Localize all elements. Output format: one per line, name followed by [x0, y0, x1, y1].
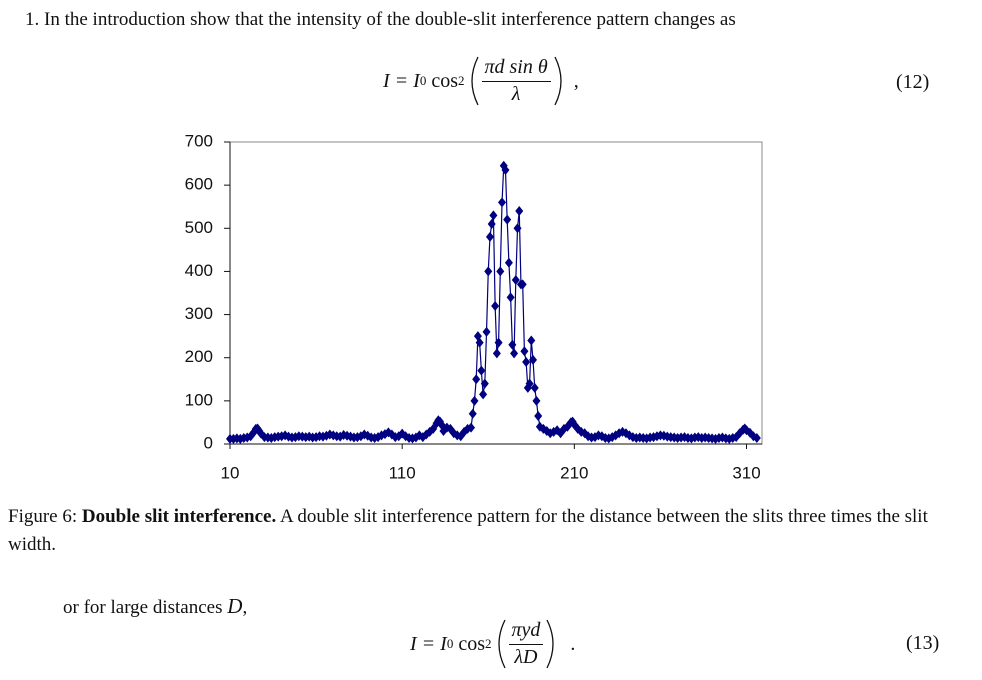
y-tick-label: 400 [185, 261, 213, 280]
series-line [230, 165, 758, 440]
data-point [467, 422, 476, 433]
data-point [529, 354, 538, 365]
y-tick-label: 100 [185, 390, 213, 409]
paren-left [470, 56, 479, 106]
y-tick-label: 200 [185, 347, 213, 366]
data-point [518, 279, 527, 290]
data-point [515, 206, 524, 217]
y-tick-label: 0 [204, 433, 213, 452]
eq-sup: 2 [458, 73, 465, 88]
data-point [485, 231, 494, 242]
data-point [510, 348, 519, 359]
data-point [482, 326, 491, 337]
data-point [511, 275, 520, 286]
paren-right [554, 56, 562, 106]
data-point [522, 357, 531, 368]
continuation-punct: , [242, 597, 248, 618]
data-point [480, 378, 489, 389]
continuation-text: or for large distances [63, 597, 228, 618]
data-point [501, 165, 510, 176]
paren-right [546, 619, 555, 669]
data-point [530, 382, 539, 393]
data-point [520, 346, 529, 357]
data-point [479, 389, 488, 400]
denominator: λ [511, 83, 521, 105]
continuation-var: D [227, 594, 243, 618]
data-point [508, 339, 517, 350]
numerator: πyd [508, 619, 544, 645]
data-point [504, 257, 513, 268]
data-point [532, 395, 541, 406]
x-tick-label: 210 [560, 463, 588, 482]
data-point [506, 292, 515, 303]
data-point [489, 210, 498, 221]
data-point [752, 432, 761, 443]
paren-left [497, 619, 506, 669]
numerator: πd sin θ [481, 56, 551, 82]
equation-number: (12) [896, 71, 930, 93]
fraction: πyd λD [508, 619, 544, 669]
problem-text: 1. In the introduction show that the int… [25, 9, 736, 30]
data-point [525, 378, 534, 389]
plot-frame [229, 141, 763, 445]
data-point [534, 410, 543, 421]
x-tick-label: 10 [221, 463, 240, 482]
data-point [470, 395, 479, 406]
eq-sub: 0 [419, 73, 427, 88]
data-point [484, 266, 493, 277]
caption-text: A double slit interference pattern for t… [8, 506, 928, 555]
eq-punct: , [573, 69, 579, 92]
eq-sup: 2 [485, 636, 492, 651]
caption-title: Double slit interference. [81, 506, 277, 527]
continuation: or for large distances D, [63, 594, 247, 619]
data-point [475, 337, 484, 348]
data-point [527, 335, 536, 346]
eq-sub: 0 [446, 636, 454, 651]
eq-lhs: I = I [410, 632, 447, 655]
x-tick-label: 110 [389, 463, 416, 482]
eq-lhs: I = I [383, 69, 420, 92]
y-tick-label: 500 [185, 218, 213, 237]
data-point [491, 300, 500, 311]
data-point [513, 223, 522, 234]
x-tick-label: 310 [732, 463, 760, 482]
y-tick-label: 600 [185, 175, 213, 194]
y-tick-label: 300 [185, 304, 213, 323]
data-point [487, 218, 496, 229]
data-point [492, 348, 501, 359]
data-point [496, 266, 505, 277]
caption: Figure 6: Double slit interference. A do… [8, 503, 953, 559]
y-tick-label: 700 [185, 131, 213, 150]
equation-number: (13) [906, 632, 940, 654]
data-point [503, 214, 512, 225]
eq-func: cos [431, 69, 458, 92]
caption-label: Figure 6: [8, 506, 82, 527]
denominator: λD [514, 646, 538, 668]
data-point [498, 197, 507, 208]
data-point [477, 365, 486, 376]
eq-punct: . [570, 632, 576, 655]
data-point [468, 408, 477, 419]
data-point [494, 337, 503, 348]
data-point [472, 374, 481, 385]
eq-func: cos [458, 632, 485, 655]
